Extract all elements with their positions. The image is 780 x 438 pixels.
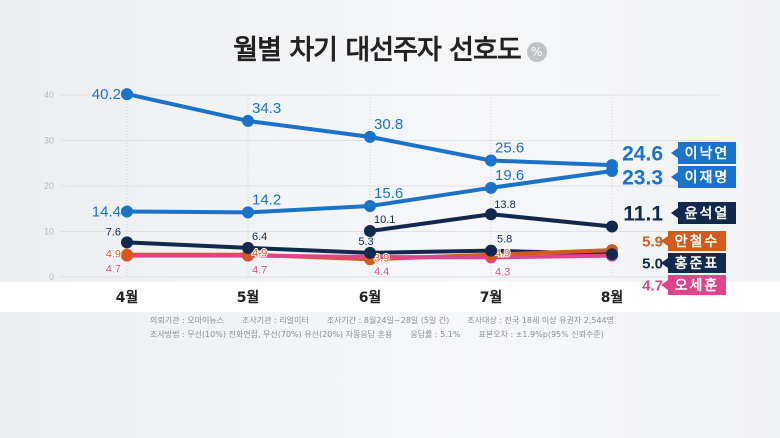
x-tick-label: 7월: [480, 289, 503, 306]
data-point: [121, 205, 133, 218]
data-label: 4.4: [374, 266, 389, 278]
data-point: [606, 248, 618, 261]
footer-response: 응답률 : 5.1%: [410, 330, 461, 339]
data-point: [242, 241, 254, 254]
data-label: 5.3: [358, 236, 373, 248]
footer-row-2: 조사방법 : 무선(10%) 전화면접, 무선(70%) 유선(20%) 자동응…: [150, 329, 604, 340]
tag-pointer: [661, 280, 668, 290]
x-tick-label: 5월: [237, 289, 260, 306]
tag-pointer: [671, 148, 678, 158]
unit-badge: %: [526, 41, 547, 62]
name-tag-label: 오세훈: [675, 277, 720, 294]
tag-pointer: [671, 172, 678, 182]
footer-target: 조사대상 : 전국 18세 이상 유권자 2,544명: [467, 316, 615, 325]
data-label: 3.9: [374, 252, 389, 264]
y-tick-label: 20: [44, 181, 54, 191]
x-tick-label: 4월: [116, 289, 139, 306]
data-label: 4.3: [495, 266, 510, 278]
data-label: 15.6: [374, 185, 403, 202]
data-label: 14.2: [252, 191, 281, 208]
data-point: [606, 159, 618, 172]
end-value-label: 5.0: [642, 255, 663, 272]
end-value-label: 4.7: [642, 277, 663, 294]
name-tag: [668, 253, 726, 273]
data-label: 4.7: [106, 264, 121, 276]
data-label: 19.6: [495, 167, 524, 184]
end-value-label: 11.1: [623, 202, 663, 225]
data-label: 14.4: [92, 203, 121, 220]
end-value-label: 5.9: [642, 233, 663, 250]
data-point: [606, 220, 618, 233]
data-point: [242, 114, 254, 127]
chart-title: 월별 차기 대선주자 선호도%: [0, 28, 780, 67]
data-point: [485, 181, 497, 194]
y-tick-label: 0: [49, 272, 54, 282]
title-text: 월별 차기 대선주자 선호도: [233, 35, 521, 66]
name-tag: [668, 231, 726, 251]
name-tag-label: 이낙연: [685, 145, 730, 162]
data-label: 25.6: [495, 140, 524, 157]
data-label: 7.6: [106, 226, 121, 238]
tag-pointer: [671, 208, 678, 218]
data-label: 13.8: [494, 199, 515, 211]
data-label: 30.8: [374, 116, 403, 133]
name-tag: [678, 202, 736, 224]
data-point: [364, 246, 376, 259]
data-point: [364, 200, 376, 213]
data-point: [485, 244, 497, 257]
data-point: [121, 88, 133, 101]
data-label: 10.1: [374, 214, 395, 226]
name-tag-label: 이재명: [685, 169, 730, 186]
name-tag-label: 윤석열: [685, 205, 730, 222]
data-label: 4.9: [495, 248, 510, 260]
footer-period: 조사기간 : 8월24일~28일 (5일 간): [326, 316, 450, 325]
y-tick-label: 10: [44, 227, 54, 237]
data-point: [364, 225, 376, 238]
data-label: 4.9: [252, 248, 267, 260]
footer-agency: 조사기관 : 리얼미터: [242, 316, 309, 325]
footer-error: 표본오차 : ±1.9%p(95% 신뢰수준): [478, 330, 604, 339]
tag-pointer: [661, 236, 668, 246]
end-value-label: 24.6: [622, 142, 663, 165]
x-tick-label: 6월: [359, 289, 382, 306]
name-tag: [668, 275, 726, 295]
data-point: [121, 248, 133, 261]
name-tag: [678, 166, 736, 188]
footer-client: 의뢰기관 : 오마이뉴스: [150, 316, 225, 325]
name-tag-label: 홍준표: [675, 255, 720, 272]
data-label: 6.4: [252, 231, 267, 243]
data-label: 40.2: [92, 86, 121, 103]
y-tick-label: 40: [44, 90, 54, 100]
y-tick-label: 30: [44, 136, 54, 146]
footer-row-1: 의뢰기관 : 오마이뉴스 조사기관 : 리얼미터 조사기간 : 8월24일~28…: [150, 315, 614, 326]
name-tag-label: 안철수: [675, 233, 720, 250]
data-label: 4.9: [106, 249, 121, 261]
data-point: [121, 236, 133, 249]
data-label: 5.8: [497, 234, 512, 246]
data-point: [242, 206, 254, 219]
end-value-label: 23.3: [622, 166, 663, 189]
data-label: 4.7: [252, 265, 267, 277]
data-point: [485, 208, 497, 221]
tag-pointer: [661, 258, 668, 268]
x-axis-band: [0, 282, 780, 312]
x-tick-label: 8월: [601, 289, 624, 306]
data-point: [364, 130, 376, 143]
name-tag: [678, 142, 736, 164]
footer-method: 조사방법 : 무선(10%) 전화면접, 무선(70%) 유선(20%) 자동응…: [150, 330, 393, 339]
data-point: [485, 154, 497, 167]
data-label: 34.3: [252, 100, 281, 117]
